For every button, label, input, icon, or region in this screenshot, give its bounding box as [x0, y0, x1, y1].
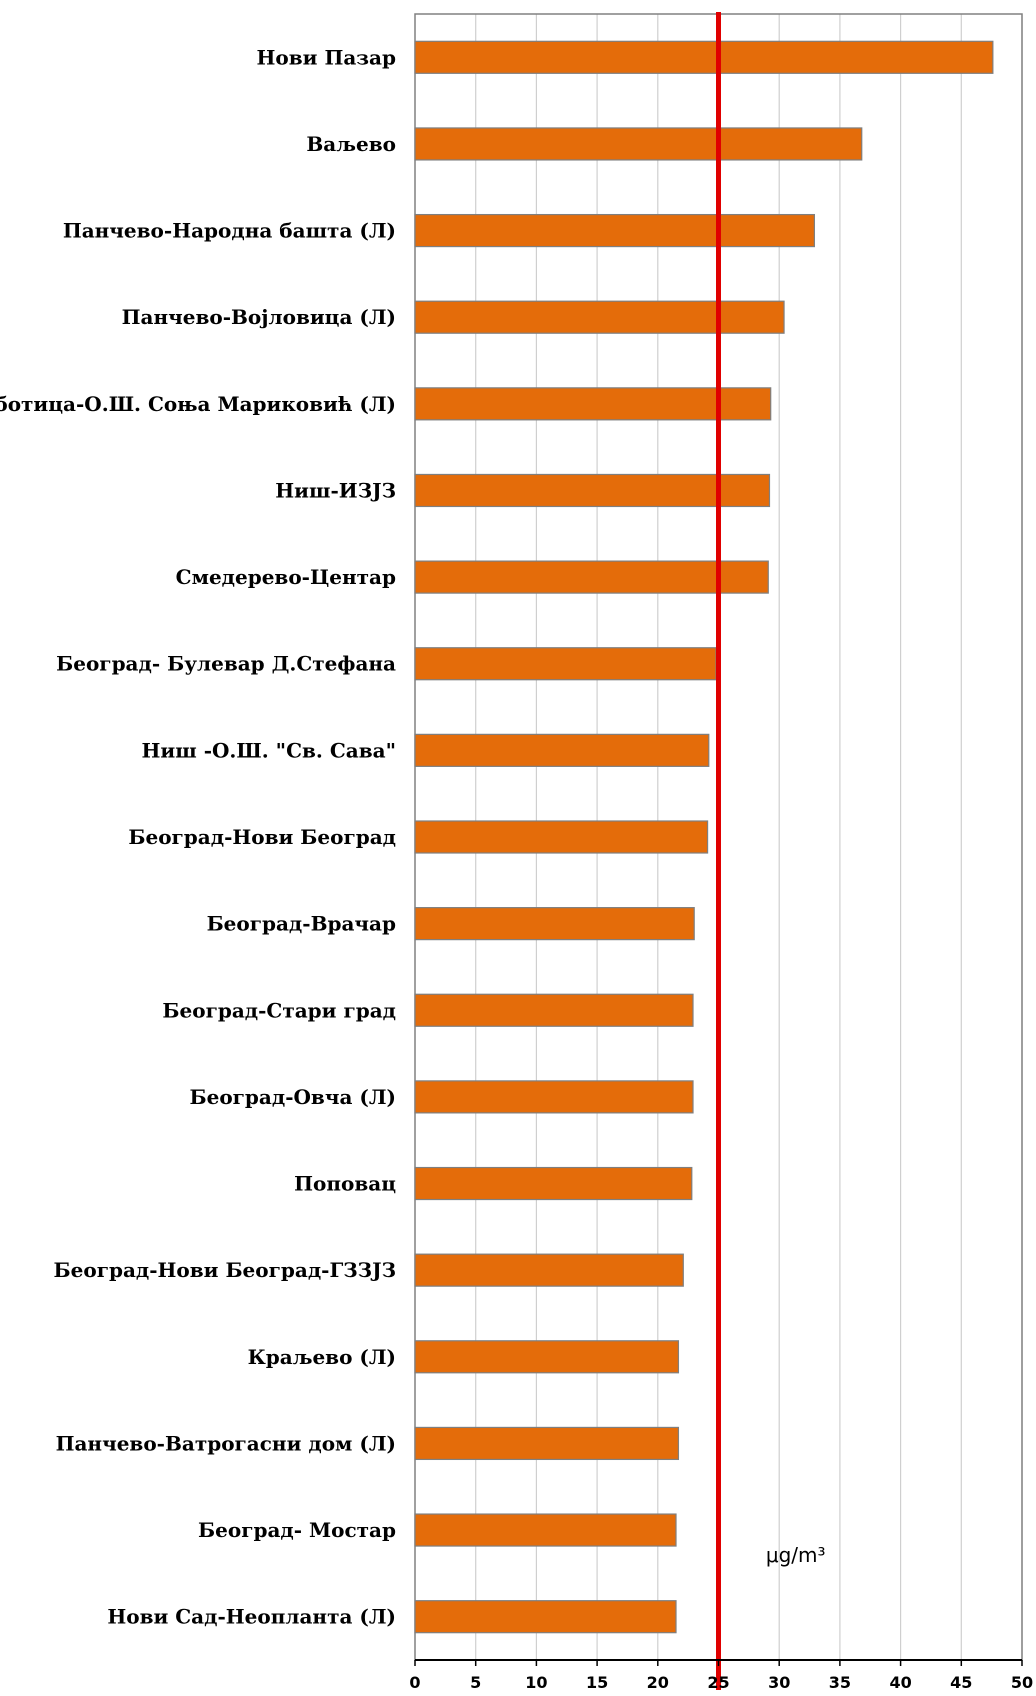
category-label: Београд- Мостар [198, 1518, 396, 1542]
unit-label: μg/m³ [766, 1543, 826, 1567]
bar [414, 560, 769, 594]
x-tick-label: 25 [707, 1673, 729, 1692]
category-label: Панчево-Ватрогасни дом (Л) [56, 1431, 396, 1455]
x-tick-label: 0 [409, 1673, 420, 1692]
bar [414, 820, 709, 854]
x-axis: 0 5 10 15 20 25 30 35 40 45 50 [409, 1659, 1033, 1692]
category-label: Панчево-Народна башта (Л) [63, 219, 396, 243]
bar [414, 907, 695, 941]
category-label: Краљево (Л) [248, 1345, 396, 1369]
category-label: Нови Сад-Неопланта (Л) [107, 1605, 396, 1629]
bar [414, 1426, 680, 1461]
bar [414, 1513, 677, 1547]
x-tick-label: 30 [768, 1673, 790, 1692]
x-tick-label: 35 [829, 1673, 851, 1692]
bar [414, 473, 771, 508]
x-tick-label: 45 [950, 1673, 972, 1692]
bar [414, 1600, 677, 1634]
bars [414, 40, 994, 1634]
category-label: Ниш -О.Ш. "Св. Сава" [142, 738, 396, 762]
category-label: Суботица-О.Ш. Соња Мариковић (Л) [0, 392, 396, 416]
bar [414, 993, 694, 1027]
category-label: Ниш-ИЗЈЗ [275, 478, 396, 502]
category-label: Поповац [294, 1172, 396, 1196]
bar [414, 1080, 694, 1114]
bar [414, 1253, 684, 1287]
x-tick-label: 40 [889, 1673, 911, 1692]
bar [414, 647, 717, 681]
category-label: Београд- Булевар Д.Стефана [56, 652, 396, 676]
bar [414, 1340, 680, 1374]
x-tick-label: 50 [1011, 1673, 1033, 1692]
category-label: Београд-Стари град [162, 998, 396, 1022]
bar [414, 40, 994, 74]
category-label: Нови Пазар [257, 45, 396, 69]
category-label: Београд-Овча (Л) [190, 1085, 396, 1109]
bar [414, 127, 863, 161]
x-tick-label: 5 [470, 1673, 481, 1692]
x-tick-label: 15 [586, 1673, 608, 1692]
bar [414, 213, 816, 248]
x-tick-label: 10 [525, 1673, 547, 1692]
category-label: Београд-Нови Београд [128, 825, 396, 849]
bar [414, 300, 785, 334]
category-label: Смедерево-Центар [176, 565, 396, 589]
category-label: Ваљево [306, 132, 396, 156]
x-tick-label: 20 [647, 1673, 669, 1692]
category-label: Београд-Нови Београд-ГЗЗЈЗ [54, 1258, 396, 1282]
bar [414, 387, 772, 421]
bar [414, 1166, 693, 1201]
category-label: Београд-Врачар [207, 912, 396, 936]
category-labels: Нови Пазар Ваљево Панчево-Народна башта (Л… [0, 45, 396, 1628]
bar [414, 733, 710, 767]
category-label: Панчево-Војловица (Л) [122, 305, 396, 329]
